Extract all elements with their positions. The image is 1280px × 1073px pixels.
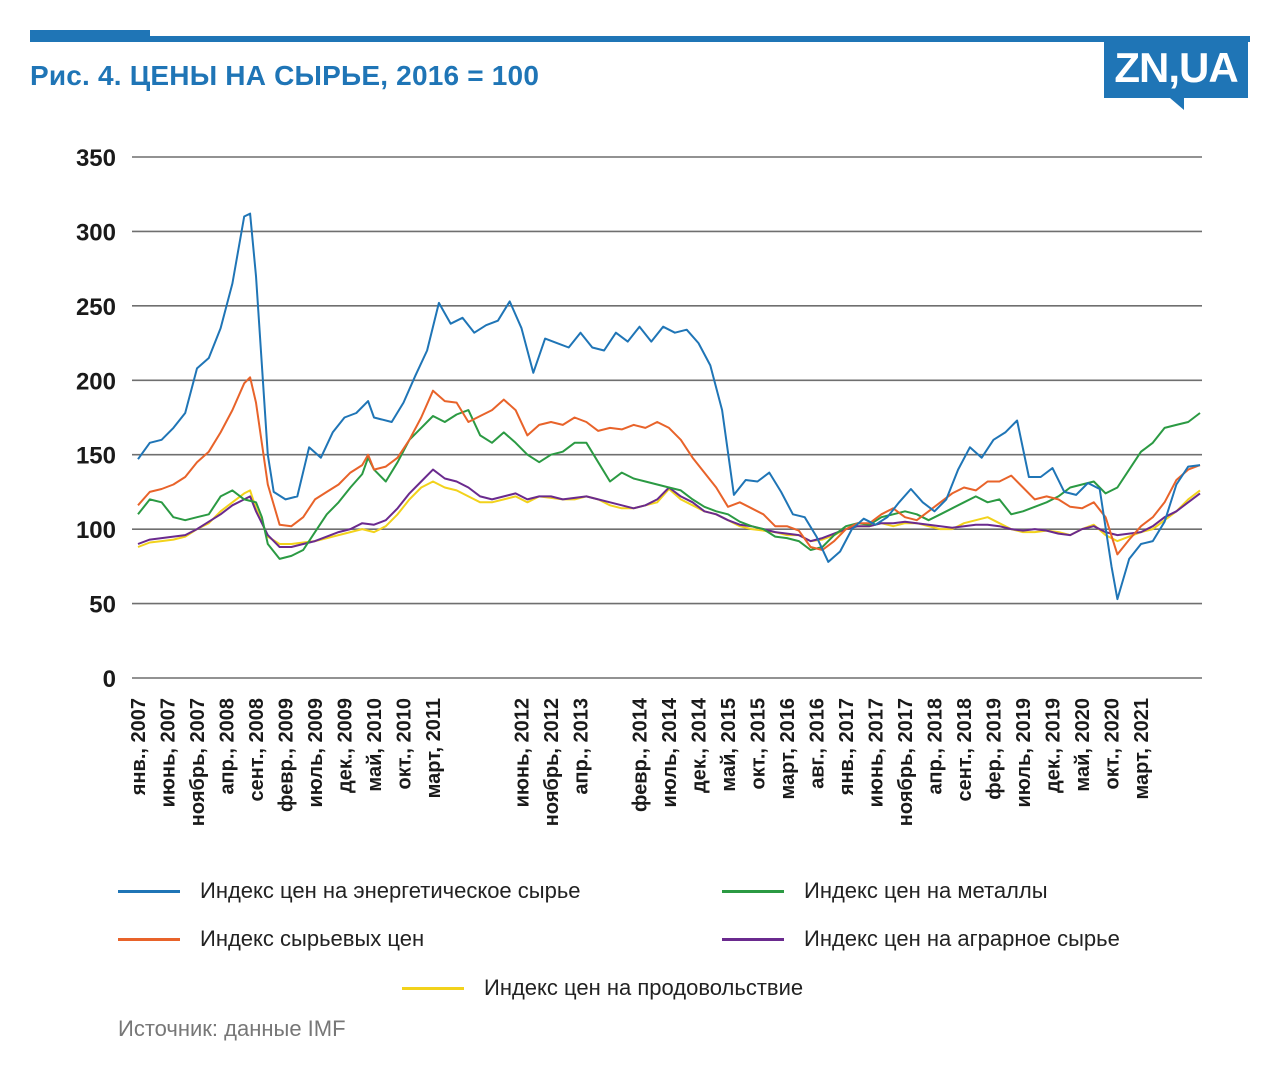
x-tick-label: июль, 2019: [1013, 698, 1035, 807]
header-rule: [30, 36, 1250, 42]
brand-logo[interactable]: ZN,UA: [1104, 40, 1248, 110]
x-tick-label: янв., 2007: [128, 698, 150, 796]
legend-label-1: Индекс цен на энергетическое сырье: [200, 878, 581, 903]
series-line-2: [137, 376, 1201, 556]
y-tick-label: 0: [103, 666, 116, 693]
x-tick-label: апр., 2018: [925, 698, 947, 795]
y-tick-label: 250: [76, 294, 116, 321]
x-tick-label: окт., 2010: [394, 698, 416, 789]
y-tick-label: 350: [76, 145, 116, 172]
x-tick-label: сент., 2018: [954, 698, 976, 802]
legend-swatch-1: [118, 890, 180, 893]
brand-logo-tail: [1170, 98, 1184, 110]
x-tick-label: май, 2020: [1072, 698, 1094, 792]
x-tick-label: сент., 2008: [246, 698, 268, 802]
x-tick-label: ноябрь, 2007: [187, 698, 209, 826]
series-line-3: [137, 409, 1201, 560]
legend-swatch-5: [402, 987, 464, 990]
x-tick-label: июль, 2014: [659, 697, 681, 807]
x-tick-label: апр., 2013: [571, 698, 593, 795]
y-tick-label: 300: [76, 219, 116, 246]
x-tick-label: июнь, 2012: [512, 698, 534, 807]
x-tick-label: июль, 2009: [305, 698, 327, 807]
series-line-1: [137, 212, 1201, 601]
legend-label-5: Индекс цен на продовольствие: [484, 975, 804, 1000]
legend-swatch-3: [722, 890, 784, 893]
legend-label-4: Индекс цен на аграрное сырье: [804, 926, 1120, 951]
y-tick-label: 50: [89, 592, 116, 619]
legend-swatch-4: [722, 938, 784, 941]
y-tick-label: 150: [76, 443, 116, 470]
x-tick-label: март, 2021: [1131, 698, 1153, 800]
x-tick-label: дек., 2014: [689, 697, 711, 793]
x-tick-label: март, 2011: [423, 698, 445, 798]
x-tick-label: окт., 2015: [748, 698, 770, 789]
x-tick-label: март, 2016: [777, 698, 799, 800]
y-tick-label: 200: [76, 368, 116, 395]
x-tick-label: дек., 2009: [335, 698, 357, 793]
chart-title: Рис. 4. ЦЕНЫ НА СЫРЬЕ, 2016 = 100: [30, 60, 540, 91]
legend-label-2: Индекс сырьевых цен: [200, 926, 425, 951]
x-tick-label: май, 2015: [718, 698, 740, 792]
x-tick-label: апр., 2008: [217, 698, 239, 795]
legend-label-3: Индекс цен на металлы: [804, 878, 1048, 903]
source-note: Источник: данные IMF: [118, 1016, 346, 1041]
x-tick-label: окт., 2020: [1102, 698, 1124, 789]
x-tick-label: ноябрь, 2012: [541, 698, 563, 826]
legend-swatch-2: [118, 938, 180, 941]
brand-logo-text: ZN,UA: [1114, 44, 1238, 91]
x-tick-label: фер., 2019: [984, 698, 1006, 800]
x-tick-label: авг., 2016: [807, 698, 829, 789]
x-tick-label: июнь, 2007: [158, 698, 180, 807]
x-tick-label: февр., 2009: [276, 698, 298, 812]
series-line-4: [137, 468, 1201, 548]
x-tick-label: июнь, 2017: [866, 698, 888, 807]
x-tick-label: февр., 2014: [630, 697, 652, 812]
series-line-5: [137, 480, 1201, 548]
y-tick-label: 100: [76, 517, 116, 544]
x-tick-label: янв., 2017: [836, 698, 858, 796]
x-tick-label: май, 2010: [364, 698, 386, 792]
x-tick-label: дек., 2019: [1043, 698, 1065, 793]
x-tick-label: ноябрь, 2017: [895, 698, 917, 826]
